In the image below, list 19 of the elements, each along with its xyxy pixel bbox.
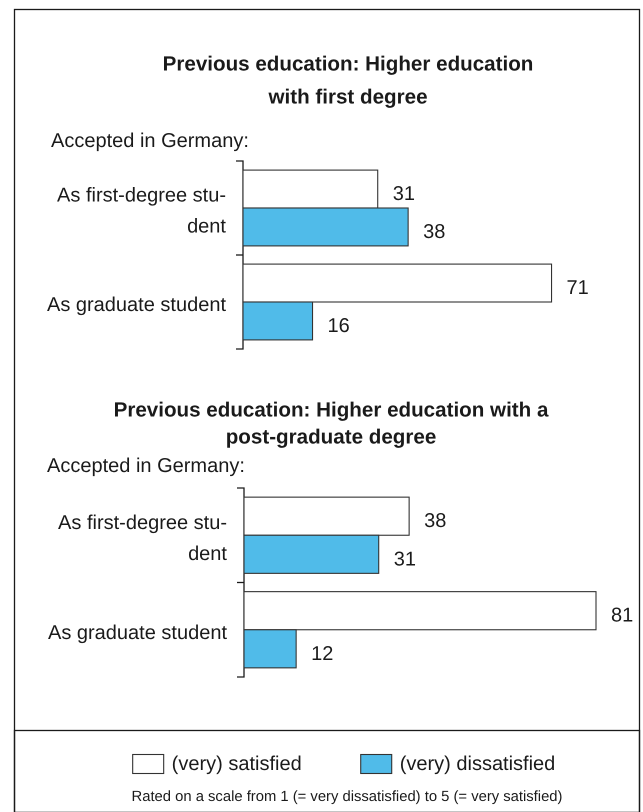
data-label: 81: [611, 604, 634, 627]
data-label: 71: [566, 277, 589, 300]
legend-label: (very) satisfied: [172, 753, 302, 775]
text: Rated on a scale from 1 (= very dissatisfied) to 5 (= very satisfied): [132, 789, 563, 805]
y-axis-title: Accepted in Germany:: [47, 455, 245, 477]
data-label: 16: [328, 314, 350, 337]
y-tick-label: As first-degree stu- dent: [57, 184, 226, 238]
y-axis-title: Accepted in Germany:: [51, 130, 249, 152]
data-label: 38: [423, 220, 446, 243]
y-tick-label: As graduate student: [48, 622, 228, 644]
y-tick-label: As first-degree stu- dent: [58, 512, 228, 565]
y-tick-label: As graduate student: [46, 294, 226, 316]
chart-title: Previous education: Higher education with first degree: [162, 52, 534, 108]
chart-title: Previous education: Higher education with a post-graduate degree: [114, 398, 549, 448]
data-label: 31: [392, 183, 415, 206]
data-label: 12: [311, 642, 334, 665]
legend-label: (very) dissatisfied: [400, 753, 556, 775]
data-label: 38: [424, 510, 446, 532]
data-label: 31: [394, 548, 416, 570]
